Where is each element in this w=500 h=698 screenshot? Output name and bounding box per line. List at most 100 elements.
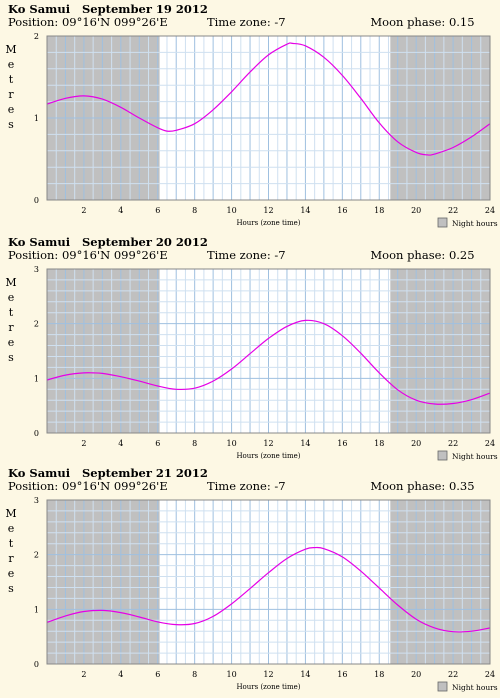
x-tick-label: 24	[485, 206, 495, 215]
tide-panel-1: Ko Samui September 19 2012 Position: 09°1…	[0, 0, 500, 232]
x-tick-label: 12	[263, 439, 273, 448]
y-tick-label: 3	[34, 496, 39, 505]
position-value: 09°16'N 099°26'E	[61, 15, 168, 29]
moon-phase-label: Moon phase:	[370, 479, 446, 493]
y-axis-title-letter: e	[7, 291, 15, 304]
x-tick-label: 20	[411, 206, 421, 215]
x-tick-label: 20	[411, 670, 421, 679]
x-tick-label: 14	[300, 439, 310, 448]
chart-subheader: Position: 09°16'N 099°26'E Time zone: -7 M…	[8, 15, 475, 29]
x-tick-label: 22	[448, 206, 458, 215]
moon-phase-value: 0.35	[448, 479, 475, 493]
tide-panel-3: Ko Samui September 21 2012 Position: 09°1…	[0, 464, 500, 696]
y-axis-title-letter: e	[7, 103, 15, 116]
x-tick-label: 18	[374, 206, 384, 215]
legend-label-night: Night hours	[452, 452, 498, 461]
y-tick-label: 1	[34, 605, 39, 614]
tide-curve	[46, 319, 491, 405]
x-tick-label: 10	[226, 206, 236, 215]
y-axis-title-letter: e	[7, 522, 15, 535]
y-axis-title-letter: r	[8, 88, 14, 101]
x-tick-label: 8	[192, 670, 197, 679]
x-tick-label: 8	[192, 206, 197, 215]
position-value: 09°16'N 099°26'E	[61, 479, 168, 493]
x-tick-label: 24	[485, 670, 495, 679]
timezone-value: -7	[274, 248, 286, 262]
legend-swatch-night	[437, 450, 448, 461]
chart-date: September 19 2012	[82, 2, 208, 16]
night-band	[47, 269, 160, 433]
night-band	[390, 500, 490, 664]
x-tick-label: 18	[374, 439, 384, 448]
y-axis-title-letter: t	[8, 537, 14, 550]
y-axis-title-letter: M	[5, 507, 17, 520]
x-tick-label: 14	[300, 670, 310, 679]
x-tick-label: 6	[155, 439, 160, 448]
x-tick-label: 12	[263, 206, 273, 215]
x-tick-label: 10	[226, 670, 236, 679]
x-tick-label: 12	[263, 670, 273, 679]
chart-subheader: Position: 09°16'N 099°26'E Time zone: -7 M…	[8, 479, 475, 493]
x-tick-label: 24	[485, 439, 495, 448]
timezone-label: Time zone:	[206, 248, 271, 262]
location-name: Ko Samui	[8, 235, 71, 249]
location-name: Ko Samui	[8, 466, 71, 480]
moon-phase-value: 0.25	[448, 248, 475, 262]
y-axis-title-letter: s	[8, 118, 14, 131]
y-axis-title-letter: t	[8, 73, 14, 86]
x-tick-label: 16	[337, 439, 347, 448]
chart-header: Ko Samui September 20 2012	[8, 235, 208, 249]
y-tick-label: 2	[34, 551, 39, 560]
moon-phase-label: Moon phase:	[370, 248, 446, 262]
plot-frame	[46, 499, 491, 665]
y-axis-title-letter: t	[8, 306, 14, 319]
timezone-label: Time zone:	[206, 479, 271, 493]
legend-label-night: Night hours	[452, 219, 498, 228]
chart-header: Ko Samui September 19 2012	[8, 2, 208, 16]
legend-swatch-night	[437, 681, 448, 692]
y-tick-label: 0	[34, 660, 39, 669]
y-axis-title-letter: e	[7, 336, 15, 349]
y-tick-label: 0	[34, 196, 39, 205]
x-tick-label: 4	[118, 439, 123, 448]
x-tick-label: 22	[448, 439, 458, 448]
moon-phase-value: 0.15	[448, 15, 475, 29]
x-tick-label: 4	[118, 670, 123, 679]
x-axis-title: Hours (zone time)	[236, 683, 300, 691]
y-tick-label: 1	[34, 374, 39, 383]
tide-panel-2: Ko Samui September 20 2012 Position: 09°1…	[0, 233, 500, 465]
y-tick-label: 3	[34, 265, 39, 274]
tide-curve	[46, 42, 491, 156]
x-tick-label: 16	[337, 670, 347, 679]
x-tick-label: 22	[448, 670, 458, 679]
timezone-value: -7	[274, 479, 286, 493]
x-tick-label: 2	[81, 206, 86, 215]
plot-frame	[46, 268, 491, 434]
y-axis-title-letter: s	[8, 582, 14, 595]
x-tick-label: 2	[81, 439, 86, 448]
x-tick-label: 10	[226, 439, 236, 448]
position-value: 09°16'N 099°26'E	[61, 248, 168, 262]
x-tick-label: 20	[411, 439, 421, 448]
tide-curve	[46, 546, 491, 633]
position-label: Position:	[8, 15, 59, 29]
position-label: Position:	[8, 248, 59, 262]
y-axis-title-letter: e	[7, 58, 15, 71]
legend-swatch-night	[437, 217, 448, 228]
legend-label-night: Night hours	[452, 683, 498, 692]
night-band	[47, 500, 160, 664]
x-axis-title: Hours (zone time)	[236, 219, 300, 227]
night-band	[390, 269, 490, 433]
y-axis-title-letter: M	[5, 276, 17, 289]
y-tick-label: 2	[34, 32, 39, 41]
x-tick-label: 14	[300, 206, 310, 215]
x-tick-label: 4	[118, 206, 123, 215]
chart-date: September 21 2012	[82, 466, 208, 480]
y-axis-title-letter: r	[8, 321, 14, 334]
y-axis-title-letter: M	[5, 43, 17, 56]
chart-subheader: Position: 09°16'N 099°26'E Time zone: -7 M…	[8, 248, 475, 262]
y-tick-label: 0	[34, 429, 39, 438]
